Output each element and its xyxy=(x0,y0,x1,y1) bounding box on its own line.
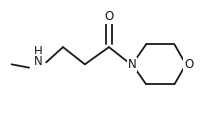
Text: N: N xyxy=(33,55,42,68)
Text: O: O xyxy=(104,10,114,23)
Text: O: O xyxy=(184,58,193,71)
Text: N: N xyxy=(127,58,136,71)
Text: H: H xyxy=(33,45,42,58)
